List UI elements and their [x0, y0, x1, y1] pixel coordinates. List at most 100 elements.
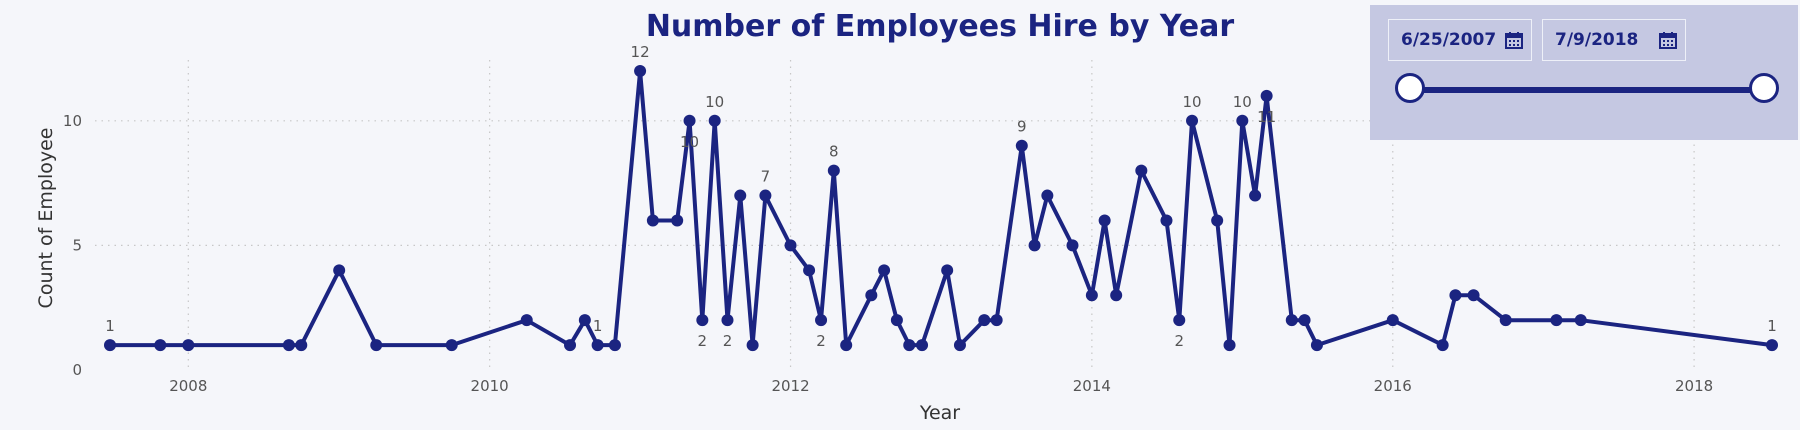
data-point[interactable] — [1098, 214, 1111, 227]
data-label: 12 — [631, 43, 650, 61]
y-axis-title: Count of Employee — [35, 128, 57, 309]
end-date-input[interactable]: 7/9/2018 — [1542, 19, 1686, 61]
data-point[interactable] — [1766, 339, 1778, 352]
data-label: 1 — [1767, 317, 1777, 335]
data-point[interactable] — [520, 314, 533, 327]
data-label: 8 — [829, 143, 839, 161]
data-point[interactable] — [564, 339, 577, 352]
data-point[interactable] — [1260, 89, 1273, 102]
data-point[interactable] — [1236, 114, 1249, 127]
data-point[interactable] — [803, 264, 816, 277]
start-date-value: 6/25/2007 — [1401, 30, 1497, 50]
series-line — [110, 69, 1773, 348]
data-point[interactable] — [1298, 314, 1311, 327]
data-point[interactable] — [154, 339, 167, 352]
data-point[interactable] — [1550, 314, 1563, 327]
y-tick-label: 5 — [72, 236, 82, 254]
data-label: 1 — [105, 317, 115, 335]
data-point[interactable] — [1436, 339, 1449, 352]
start-date-input[interactable]: 6/25/2007 — [1388, 19, 1532, 61]
data-point[interactable] — [671, 214, 684, 227]
data-point[interactable] — [916, 339, 929, 352]
data-point[interactable] — [941, 264, 954, 277]
data-point[interactable] — [282, 339, 295, 352]
data-point[interactable] — [1041, 189, 1054, 202]
data-point[interactable] — [683, 114, 696, 127]
data-point[interactable] — [1386, 314, 1399, 327]
data-label: 7 — [761, 168, 771, 186]
chart-title: Number of Employees Hire by Year — [646, 9, 1235, 44]
data-point[interactable] — [182, 339, 195, 352]
data-point[interactable] — [1467, 289, 1480, 302]
data-label: 10 — [1182, 93, 1201, 111]
data-point[interactable] — [784, 239, 797, 252]
data-point[interactable] — [1310, 339, 1323, 352]
data-label: 10 — [680, 133, 699, 151]
data-label: 10 — [1233, 93, 1252, 111]
data-point[interactable] — [734, 189, 747, 202]
y-axis-ticks: 0 5 10 — [63, 112, 82, 379]
data-point[interactable] — [634, 64, 647, 77]
data-point[interactable] — [746, 339, 759, 352]
data-point[interactable] — [990, 314, 1003, 327]
data-label: 2 — [1174, 332, 1184, 350]
data-point[interactable] — [827, 164, 840, 177]
data-point[interactable] — [646, 214, 659, 227]
x-tick-label: 2010 — [471, 377, 509, 395]
end-slider-handle[interactable] — [1749, 73, 1779, 103]
data-point[interactable] — [295, 339, 308, 352]
data-point[interactable] — [815, 314, 828, 327]
data-point[interactable] — [721, 314, 734, 327]
data-point[interactable] — [1135, 164, 1148, 177]
data-point[interactable] — [978, 314, 991, 327]
data-point[interactable] — [1211, 214, 1224, 227]
data-point[interactable] — [1028, 239, 1041, 252]
data-point[interactable] — [865, 289, 878, 302]
data-point[interactable] — [608, 339, 621, 352]
data-point[interactable] — [333, 264, 346, 277]
data-point[interactable] — [953, 339, 966, 352]
data-point[interactable] — [591, 339, 604, 352]
start-slider-handle[interactable] — [1395, 73, 1425, 103]
data-label: 2 — [816, 332, 826, 350]
data-point[interactable] — [1085, 289, 1098, 302]
data-point[interactable] — [1249, 189, 1262, 202]
data-point[interactable] — [840, 339, 853, 352]
data-point[interactable] — [1015, 139, 1028, 152]
calendar-icon[interactable] — [1505, 31, 1523, 49]
grid-lines — [95, 60, 1785, 370]
data-label: 2 — [698, 332, 708, 350]
x-tick-label: 2008 — [169, 377, 207, 395]
data-point[interactable] — [1574, 314, 1587, 327]
x-tick-label: 2018 — [1675, 377, 1713, 395]
data-point[interactable] — [578, 314, 591, 327]
data-point[interactable] — [696, 314, 709, 327]
data-point[interactable] — [890, 314, 903, 327]
data-point[interactable] — [759, 189, 772, 202]
data-point[interactable] — [370, 339, 383, 352]
data-point[interactable] — [1173, 314, 1186, 327]
data-point[interactable] — [1499, 314, 1512, 327]
data-point[interactable] — [1186, 114, 1199, 127]
data-label: 10 — [705, 93, 724, 111]
date-range-slicer: 6/25/2007 7/9/2018 — [1370, 5, 1798, 140]
data-point[interactable] — [1449, 289, 1462, 302]
data-point[interactable] — [104, 339, 116, 352]
calendar-icon[interactable] — [1659, 31, 1677, 49]
x-tick-label: 2016 — [1374, 377, 1412, 395]
data-point[interactable] — [1066, 239, 1079, 252]
date-slider-track[interactable] — [1410, 87, 1764, 93]
data-point[interactable] — [445, 339, 458, 352]
data-label: 11 — [1257, 108, 1276, 126]
data-point[interactable] — [903, 339, 916, 352]
data-points — [104, 64, 1778, 352]
data-point[interactable] — [1110, 289, 1123, 302]
data-point[interactable] — [878, 264, 891, 277]
data-point[interactable] — [1223, 339, 1236, 352]
data-point[interactable] — [708, 114, 721, 127]
data-point[interactable] — [1160, 214, 1173, 227]
x-axis-title: Year — [919, 402, 960, 424]
data-point[interactable] — [1285, 314, 1298, 327]
